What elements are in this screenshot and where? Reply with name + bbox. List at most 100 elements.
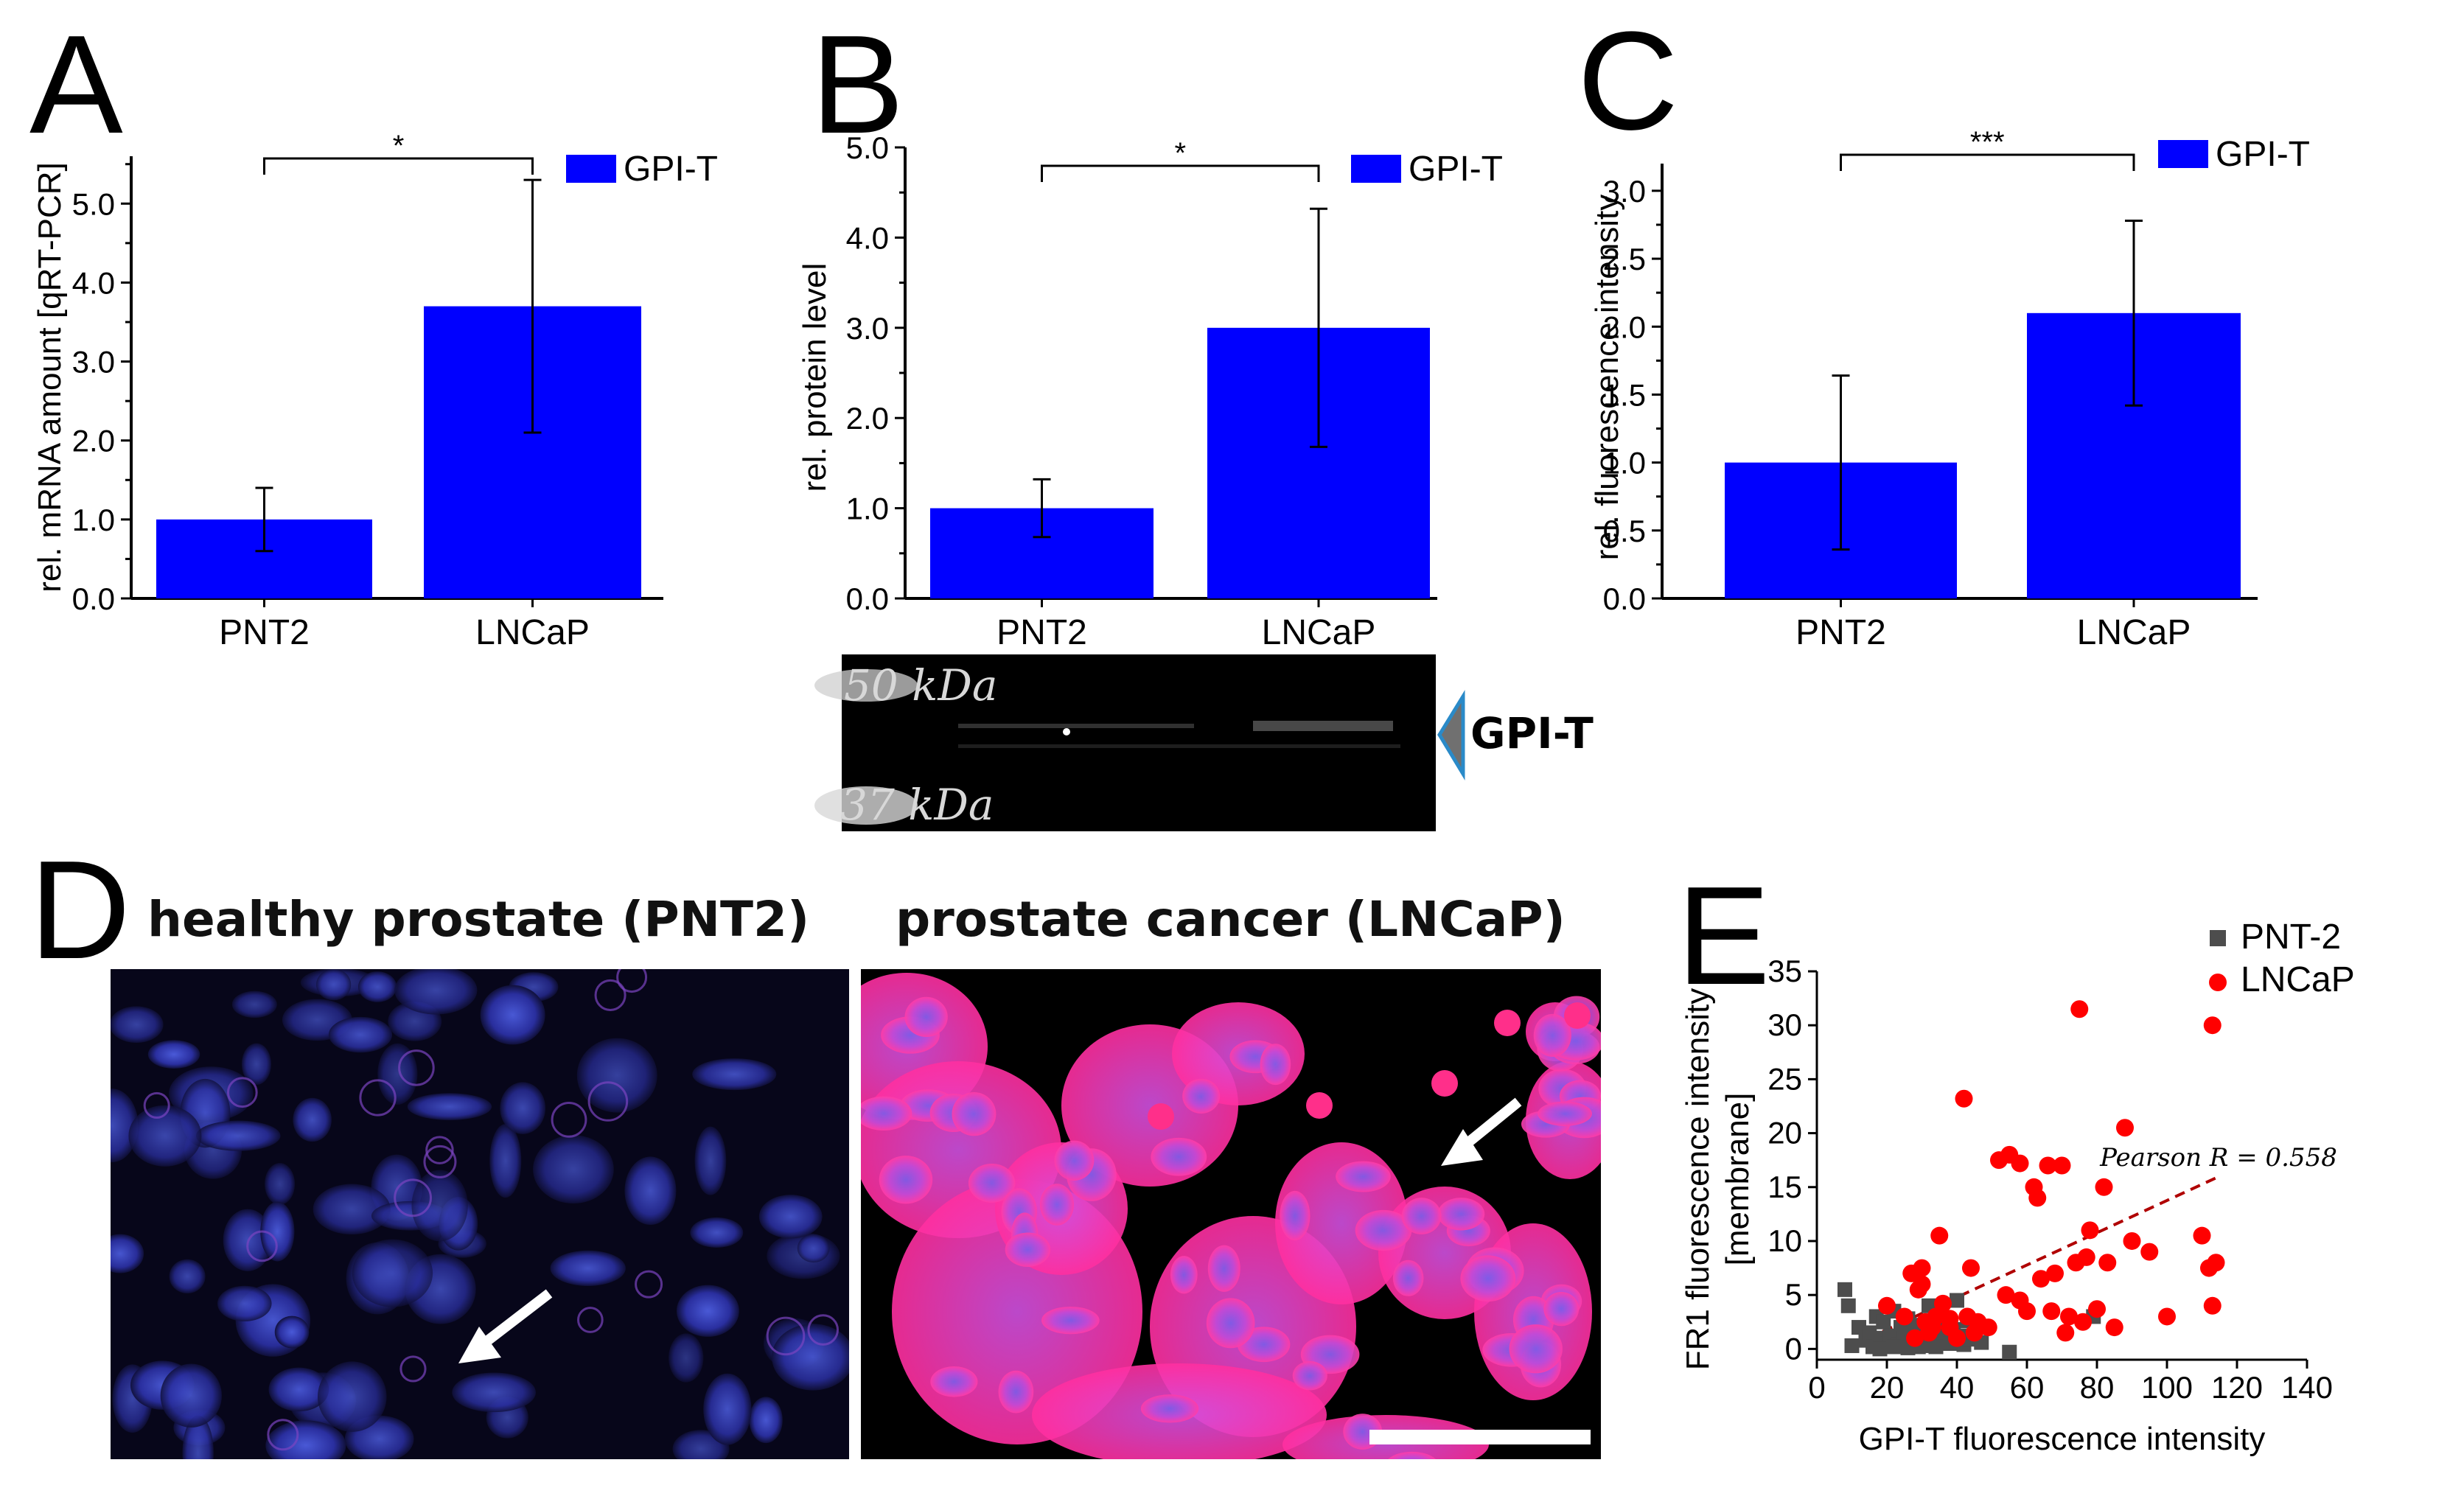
micrograph-pnt2 [111, 969, 849, 1459]
cell-nucleus [1005, 1232, 1051, 1267]
cell-nucleus [550, 1250, 626, 1286]
cell-nucleus [968, 1163, 1016, 1203]
y-tick-label: 0.0 [1603, 581, 1646, 616]
y-tick-label: 2.5 [1603, 242, 1646, 276]
cell-nucleus [1170, 1256, 1198, 1294]
category-label-lncap: LNCaP [2077, 613, 2191, 652]
cell-nucleus [111, 1089, 139, 1163]
cell-nucleus [1392, 1259, 1424, 1296]
data-point-pnt2 [1837, 1282, 1852, 1297]
cell-nucleus [1182, 1078, 1221, 1114]
data-point-pnt2 [1872, 1341, 1888, 1357]
cell-nucleus [217, 1285, 272, 1321]
data-point-lncap [2203, 1296, 2222, 1315]
cell-nucleus [260, 1201, 295, 1262]
cell-membrane [246, 1230, 278, 1262]
blot-marker-glow-37 [814, 786, 918, 825]
cell-nucleus [1041, 1307, 1100, 1335]
blot-marker-50: 50 kDa [844, 660, 997, 710]
bar-chart-protein: 0.0 1.0 2.0 3.0 4.0 5.0 rel. protein level PNT2… [797, 130, 1503, 652]
blot-background [842, 654, 1436, 831]
cell-nucleus [1355, 1209, 1412, 1251]
cell-nucleus [930, 1366, 978, 1397]
cell-nucleus [1401, 1198, 1442, 1234]
significance-bracket [1041, 164, 1320, 182]
panel-letter-e: E [1677, 858, 1770, 1014]
y-tick-label: 1.0 [72, 503, 115, 537]
y-axis-label-unit: [membrane] [1720, 1093, 1756, 1266]
y-tick-label: 1.0 [1603, 446, 1646, 481]
cell-nucleus [669, 1333, 704, 1383]
legend-label: GPI-T [2216, 135, 2310, 174]
cell-membrane [635, 1270, 663, 1299]
cell-nucleus [1151, 1137, 1207, 1176]
y-tick-label: 3.0 [72, 345, 115, 380]
arrow-icon [458, 1289, 553, 1363]
cell-membrane [394, 1178, 432, 1217]
rounded-cell [1564, 1002, 1591, 1029]
data-point-lncap [2046, 1264, 2064, 1282]
data-point-lncap [2042, 1302, 2061, 1321]
significance-label: * [1174, 137, 1186, 170]
x-tick-label: 40 [1940, 1370, 1975, 1405]
micrograph-lncap [861, 969, 1601, 1459]
legend-marker-lncap [2209, 974, 2227, 991]
cell-nucleus [241, 1043, 271, 1086]
cell-membrane [143, 1091, 170, 1119]
category-label-lncap: LNCaP [475, 613, 590, 652]
data-point-lncap [1979, 1318, 1997, 1337]
data-point-lncap [2116, 1119, 2134, 1137]
x-tick-label: 60 [2010, 1370, 2045, 1405]
category-label-pnt2: PNT2 [219, 613, 310, 652]
y-tick-label: 0.0 [846, 581, 889, 616]
cell-nucleus [265, 1420, 346, 1459]
cell-nucleus [480, 985, 545, 1045]
x-tick-label: 120 [2211, 1370, 2263, 1405]
cell-nucleus [692, 1058, 777, 1091]
cell-nucleus [111, 1006, 164, 1044]
data-point-lncap [2081, 1221, 2099, 1240]
cell-nucleus [952, 1092, 997, 1136]
data-point-pnt2 [1950, 1293, 1964, 1308]
data-point-lncap [2060, 1307, 2078, 1326]
cell-membrane [267, 1419, 299, 1451]
cell-nucleus [111, 1234, 144, 1273]
y-tick-label: 25 [1767, 1061, 1802, 1096]
data-point-lncap [1913, 1259, 1931, 1277]
cell-nucleus [377, 1043, 418, 1105]
y-tick-label: 35 [1767, 954, 1802, 988]
panel-letter-b: B [811, 7, 904, 163]
x-tick-label: 100 [2141, 1370, 2193, 1405]
data-point-lncap [1955, 1089, 1973, 1108]
cell-nucleus [1533, 1013, 1571, 1057]
cell-nucleus [676, 1285, 739, 1337]
y-tick-label: 30 [1767, 1007, 1802, 1042]
cell-nucleus [357, 971, 397, 1002]
data-point-lncap [1927, 1307, 1945, 1326]
y-tick-label: 10 [1767, 1223, 1802, 1258]
data-point-lncap [1941, 1310, 1959, 1328]
data-point-lncap [2193, 1226, 2211, 1245]
data-point-lncap [2158, 1307, 2176, 1326]
pearson-annotation: Pearson R = 0.558 [2099, 1143, 2337, 1173]
cell-nucleus [500, 1082, 546, 1134]
data-point-lncap [1930, 1226, 1949, 1245]
x-tick-label: 0 [1808, 1370, 1825, 1405]
cell-membrane [766, 1316, 806, 1356]
y-axis-label: rel. protein level [797, 263, 833, 492]
y-tick-label: 0.5 [1603, 514, 1646, 548]
blot-marker-glow-50 [814, 669, 918, 702]
y-tick-label: 2.0 [1603, 310, 1646, 344]
data-point-lncap [2123, 1231, 2141, 1250]
micrograph-title-pnt2: healthy prostate (PNT2) [147, 891, 809, 948]
cell-nucleus [624, 1156, 677, 1226]
data-point-lncap [2018, 1302, 2036, 1321]
cell-nucleus [352, 1239, 433, 1307]
category-label-lncap: LNCaP [1262, 613, 1376, 652]
scatter-plot: 0 20 40 60 80 100 120 140 0 5 10 15 20 25 30 35 GPI-T fl… [1680, 918, 2355, 1457]
data-point-pnt2 [1844, 1338, 1860, 1353]
data-point-lncap [1997, 1286, 2015, 1304]
cell-nucleus [1509, 1324, 1563, 1374]
cell-nucleus [316, 969, 352, 1001]
